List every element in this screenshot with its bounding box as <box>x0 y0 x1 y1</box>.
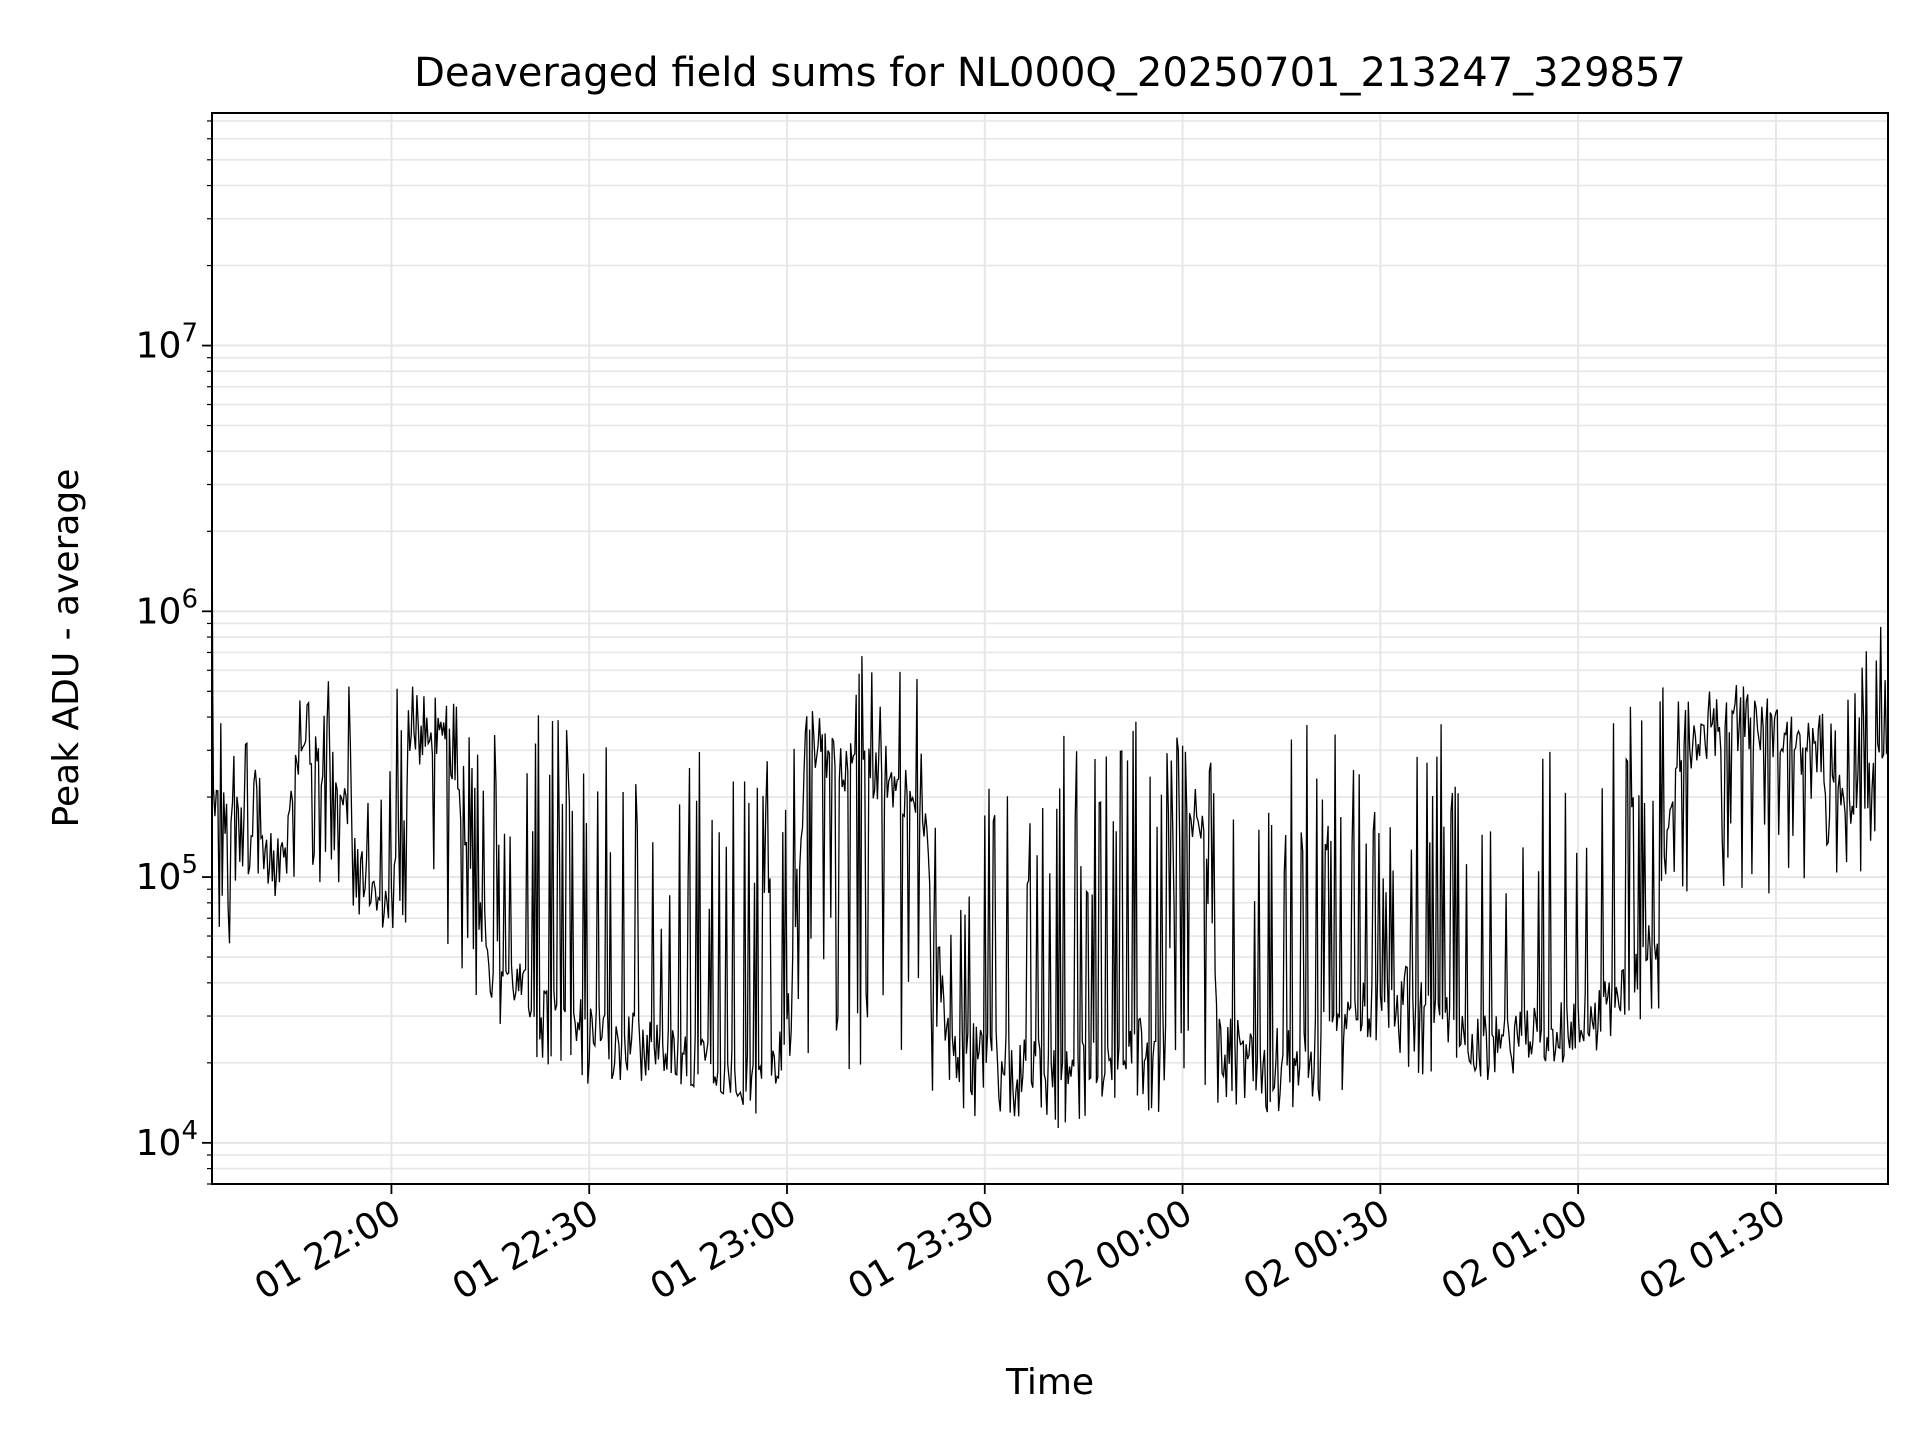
series-line-layer <box>211 484 1889 1129</box>
x-axis-label: Time <box>1005 1362 1094 1403</box>
y-axis-label: Peak ADU - average <box>46 469 87 828</box>
y-axis: 104 105 106 107 <box>136 120 212 1185</box>
chart-title: Deaveraged field sums for NL000Q_2025070… <box>414 50 1686 96</box>
plot-frame <box>211 112 1889 1185</box>
y-tick-label: 107 <box>136 319 198 367</box>
y-tick-label: 106 <box>136 584 198 632</box>
y-tick-label: 105 <box>136 850 198 898</box>
y-tick-label: 104 <box>136 1116 198 1164</box>
series-line <box>211 484 1889 1129</box>
